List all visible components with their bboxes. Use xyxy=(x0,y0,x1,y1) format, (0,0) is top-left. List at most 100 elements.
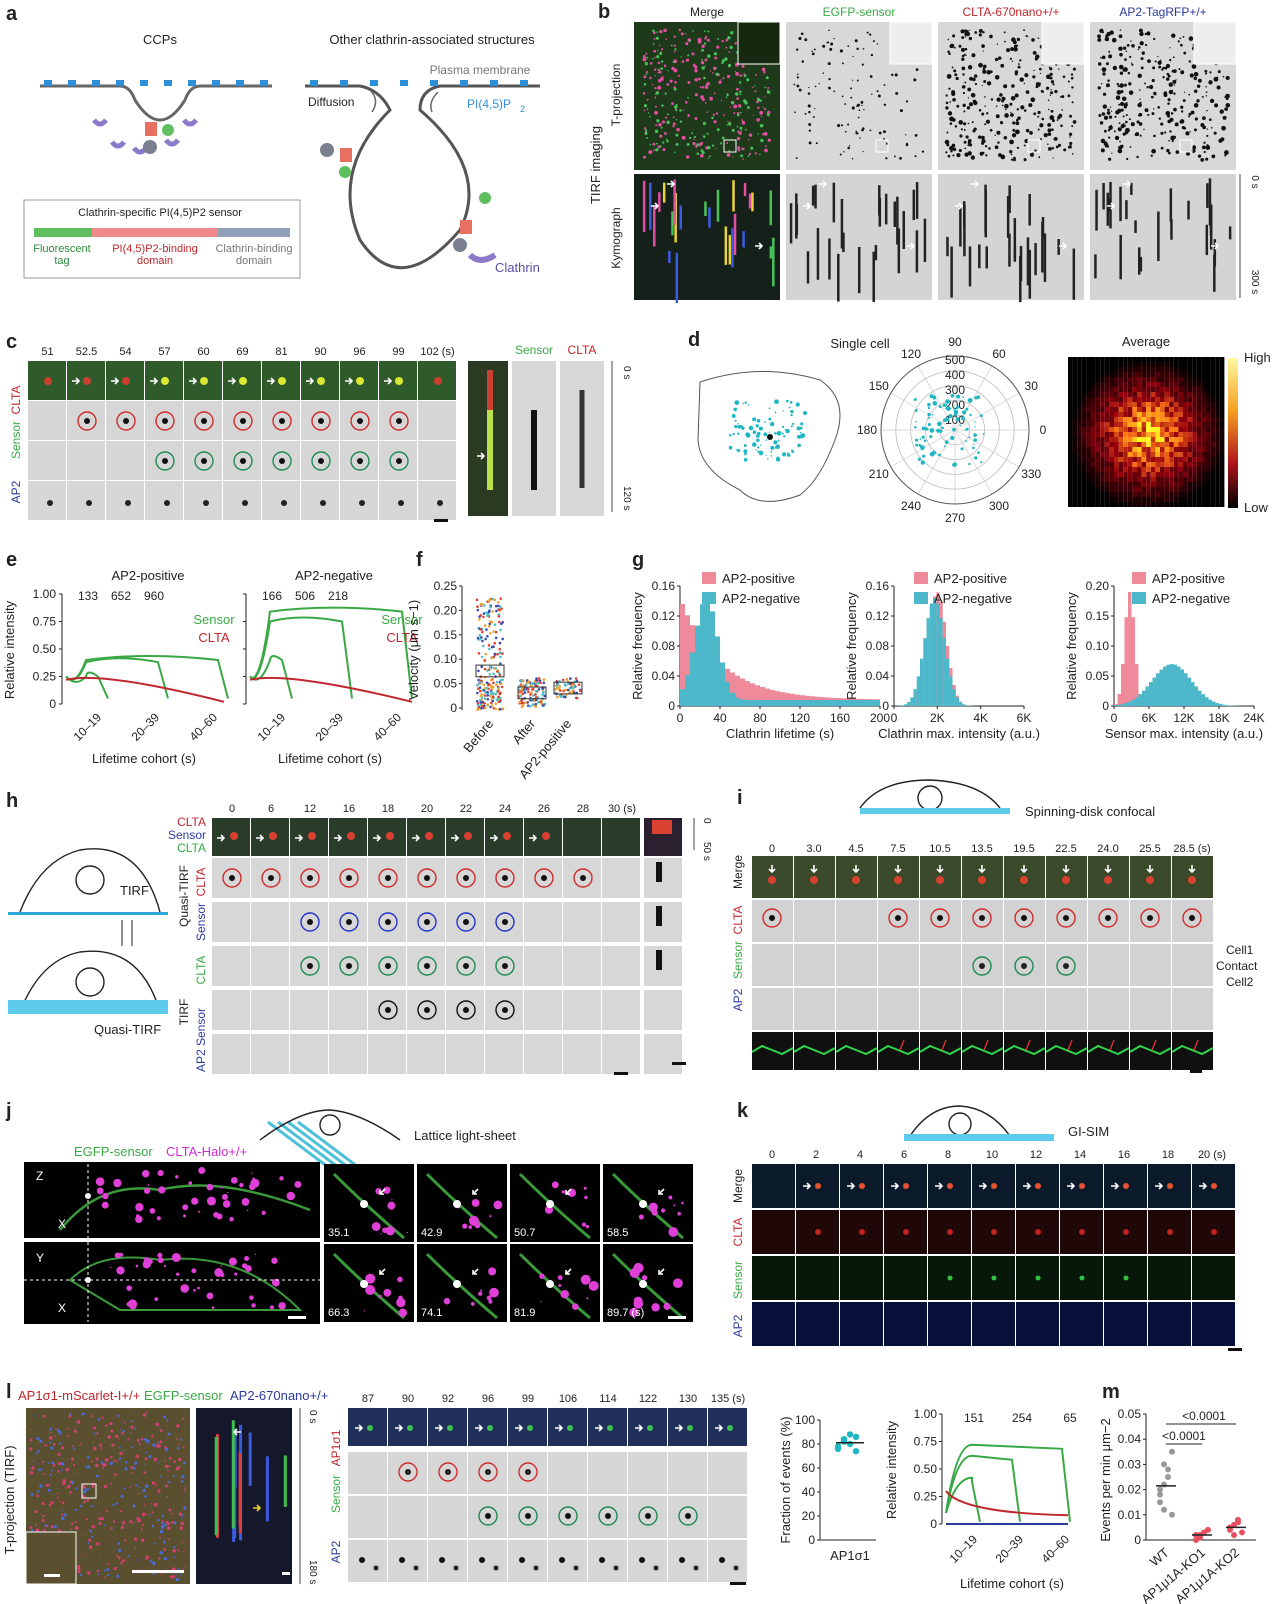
clta-puncta xyxy=(220,1186,223,1189)
heatmap-cell xyxy=(1132,382,1137,387)
puncta xyxy=(98,1443,103,1447)
clta-puncta xyxy=(365,1284,376,1296)
puncta xyxy=(1050,91,1054,95)
track-point xyxy=(950,393,955,398)
heatmap-cell xyxy=(1155,467,1160,472)
puncta xyxy=(74,1508,78,1512)
data-point xyxy=(542,678,546,681)
puncta xyxy=(653,38,656,40)
heatmap-cell xyxy=(1146,382,1151,387)
arrow-icon xyxy=(379,1268,386,1275)
puncta xyxy=(1027,35,1029,38)
heatmap-cell xyxy=(1100,432,1105,437)
clta-puncta xyxy=(489,1215,492,1218)
puncta xyxy=(870,53,874,57)
puncta xyxy=(184,1487,187,1489)
puncta xyxy=(705,102,707,104)
clta-puncta xyxy=(114,1252,121,1259)
arrow-icon xyxy=(1067,1182,1076,1190)
heatmap-cell xyxy=(1183,472,1188,477)
puncta xyxy=(1010,47,1015,51)
puncta xyxy=(1109,106,1112,108)
legend-label: AP2-negative xyxy=(722,591,800,606)
heatmap-cell xyxy=(1100,372,1105,377)
puncta xyxy=(39,1439,43,1443)
dot xyxy=(947,1275,953,1281)
puncta xyxy=(996,97,1001,102)
heatmap-cell xyxy=(1100,492,1105,497)
puncta xyxy=(141,1538,145,1543)
heatmap-cell xyxy=(1155,492,1160,497)
dot xyxy=(413,1565,419,1571)
heatmap-cell xyxy=(1187,412,1193,417)
puncta xyxy=(1010,113,1014,117)
heatmap-cell xyxy=(1187,472,1193,477)
puncta xyxy=(711,144,715,147)
heatmap-cell xyxy=(1086,437,1091,442)
puncta xyxy=(124,1460,128,1464)
puncta xyxy=(905,143,909,147)
puncta xyxy=(1149,84,1154,90)
puncta xyxy=(1139,89,1141,91)
puncta xyxy=(61,1501,65,1505)
heatmap-cell xyxy=(1086,467,1091,472)
puncta xyxy=(1114,115,1117,118)
heatmap-cell xyxy=(1141,497,1147,502)
heatmap-cell xyxy=(1137,397,1142,402)
track-point xyxy=(732,432,735,436)
heatmap-cell xyxy=(1215,357,1220,362)
time-label: 90 xyxy=(402,1393,414,1405)
heatmap-cell xyxy=(1150,387,1156,392)
heatmap-cell xyxy=(1192,487,1197,492)
puncta xyxy=(962,91,966,95)
heatmap-cell xyxy=(1183,467,1188,472)
roi-circle xyxy=(398,1462,418,1482)
puncta xyxy=(822,72,825,74)
heatmap-cell xyxy=(1068,497,1073,502)
heatmap-cell xyxy=(1173,447,1179,452)
heatmap-cell xyxy=(1192,432,1197,437)
heatmap-cell xyxy=(1192,372,1197,377)
heatmap-cell xyxy=(1077,417,1082,422)
dot xyxy=(463,875,469,881)
hist-bar-ap2-negative xyxy=(965,705,969,706)
clta-puncta xyxy=(163,1264,167,1268)
heatmap-cell xyxy=(1109,442,1114,447)
heatmap-cell xyxy=(1192,482,1197,487)
data-point xyxy=(498,641,502,645)
heatmap-cell xyxy=(1137,387,1142,392)
puncta xyxy=(964,47,968,51)
heatmap-cell xyxy=(1206,377,1211,382)
puncta xyxy=(161,1515,165,1518)
puncta xyxy=(178,1457,182,1462)
puncta xyxy=(952,154,955,157)
hist-bar-ap2-negative xyxy=(790,700,795,706)
dot xyxy=(279,458,285,464)
data-point xyxy=(486,634,489,638)
data-point xyxy=(531,703,535,706)
heatmap-cell xyxy=(1141,482,1147,487)
puncta xyxy=(178,1444,180,1446)
arrow-icon xyxy=(565,1268,572,1275)
dot xyxy=(318,458,324,464)
heatmap-cell xyxy=(1196,382,1202,387)
puncta xyxy=(895,91,899,95)
data-point xyxy=(526,701,529,704)
puncta xyxy=(133,1411,135,1414)
heatmap-cell xyxy=(1068,482,1073,487)
heatmap-cell xyxy=(1114,442,1119,447)
puncta xyxy=(1171,139,1174,143)
time-label: 99 xyxy=(522,1393,534,1405)
track-point xyxy=(974,426,976,428)
puncta xyxy=(704,65,707,68)
heatmap-cell xyxy=(1095,477,1101,482)
data-point xyxy=(499,597,503,600)
heatmap-cell xyxy=(1072,467,1078,472)
heatmap-cell xyxy=(1072,442,1078,447)
heatmap-cell xyxy=(1118,437,1124,442)
dot xyxy=(639,1557,645,1563)
heatmap-cell xyxy=(1219,482,1225,487)
puncta xyxy=(692,30,694,32)
heatmap-cell xyxy=(1068,457,1073,462)
track-point xyxy=(941,426,944,430)
